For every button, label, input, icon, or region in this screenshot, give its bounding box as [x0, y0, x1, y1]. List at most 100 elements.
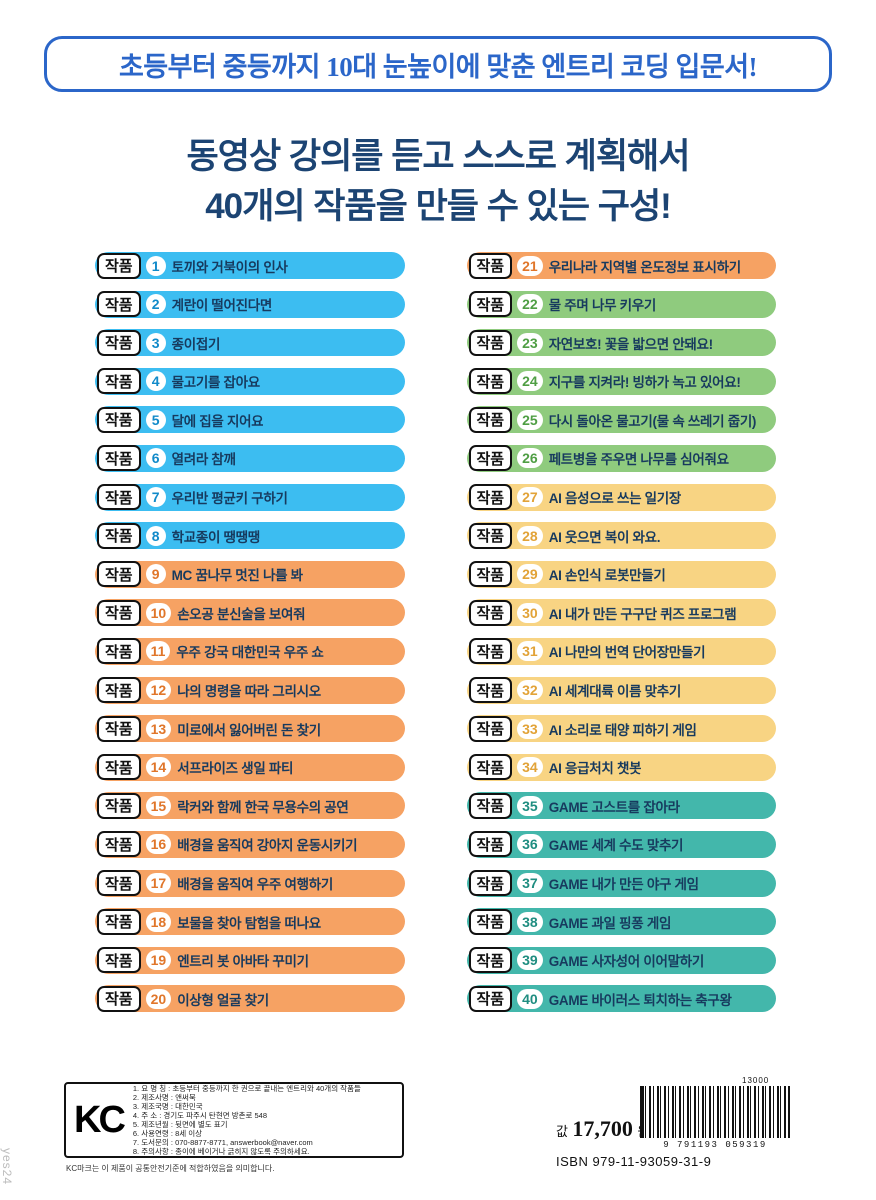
- work-number-badge: 36: [517, 834, 543, 855]
- work-item: 작품 33 AI 소리로 태양 피하기 게임: [466, 715, 776, 743]
- work-title: 락커와 함께 한국 무용수의 공연: [177, 799, 349, 815]
- kc-line: 3. 제조국명 : 대한민국: [132, 1102, 203, 1111]
- work-label: 작품: [97, 677, 141, 704]
- work-number-badge: 39: [517, 950, 543, 971]
- kc-line: 4. 주 소 : 경기도 파주시 탄현면 방촌로 548: [132, 1111, 268, 1120]
- work-item: 작품 4 물고기를 잡아요: [95, 367, 405, 395]
- work-label: 작품: [468, 445, 513, 472]
- work-label: 작품: [97, 522, 141, 549]
- work-title: GAME 바이러스 퇴치하는 축구왕: [548, 992, 732, 1008]
- headline-line2: 40개의 작품을 만들 수 있는 구성!: [205, 187, 672, 226]
- work-label: 작품: [468, 831, 513, 858]
- work-label: 작품: [468, 985, 513, 1012]
- work-title: 다시 돌아온 물고기(물 속 쓰레기 줍기): [548, 413, 757, 429]
- work-item: 작품 12 나의 명령을 따라 그리시오: [95, 676, 405, 704]
- work-label: 작품: [97, 484, 141, 511]
- work-title: 미로에서 잃어버린 돈 찾기: [177, 722, 321, 738]
- work-label: 작품: [468, 368, 513, 395]
- work-title: GAME 세계 수도 맞추기: [548, 838, 684, 854]
- top-banner-text: 초등부터 중등까지 10대 눈높이에 맞춘 엔트리 코딩 입문서!: [118, 51, 758, 82]
- work-item: 작품 26 페트병을 주우면 나무를 심어줘요: [466, 444, 776, 472]
- work-number-badge: 18: [145, 911, 172, 932]
- work-number-badge: 5: [145, 409, 166, 430]
- work-item: 작품 28 AI 웃으면 복이 와요.: [466, 522, 776, 550]
- work-item: 작품 30 AI 내가 만든 구구단 퀴즈 프로그램: [466, 599, 776, 627]
- work-label: 작품: [468, 561, 513, 588]
- work-number-badge: 2: [145, 294, 166, 315]
- work-number-badge: 25: [517, 409, 543, 430]
- work-label: 작품: [97, 638, 141, 665]
- work-item: 작품 22 물 주며 나무 키우기: [466, 290, 776, 318]
- work-item: 작품 6 열려라 참깨: [95, 444, 405, 472]
- work-number-badge: 6: [145, 448, 166, 469]
- work-title: 페트병을 주우면 나무를 심어줘요: [548, 452, 729, 468]
- work-label: 작품: [468, 406, 513, 433]
- work-item: 작품 36 GAME 세계 수도 맞추기: [466, 830, 776, 858]
- work-label: 작품: [97, 445, 141, 472]
- work-number-badge: 38: [517, 911, 543, 932]
- work-item: 작품 20 이상형 얼굴 찾기: [95, 985, 405, 1013]
- work-item: 작품 37 GAME 내가 만든 야구 게임: [466, 869, 776, 897]
- work-label: 작품: [468, 599, 513, 626]
- work-title: 나의 명령을 따라 그리시오: [177, 684, 321, 700]
- work-title: 지구를 지켜라! 빙하가 녹고 있어요!: [548, 375, 741, 391]
- work-number-badge: 28: [517, 525, 543, 546]
- work-label: 작품: [468, 870, 513, 896]
- work-label: 작품: [468, 484, 513, 511]
- work-title: 배경을 움직여 강아지 운동시키기: [177, 838, 358, 854]
- work-number-badge: 34: [517, 757, 543, 778]
- work-item: 작품 9 MC 꿈나무 멋진 나를 봐: [95, 560, 405, 588]
- price: 값 17,700 원: [556, 1116, 649, 1142]
- work-title: AI 나만의 번역 단어장만들기: [548, 645, 706, 661]
- work-label: 작품: [97, 561, 141, 588]
- kc-line: 8. 주의사항 : 종이에 베이거나 긁히지 않도록 주의하세요.: [132, 1147, 310, 1156]
- work-title: 종이접기: [171, 336, 221, 352]
- work-number-badge: 10: [145, 602, 172, 623]
- work-item: 작품 3 종이접기: [95, 329, 405, 357]
- work-item: 작품 25 다시 돌아온 물고기(물 속 쓰레기 줍기): [466, 406, 776, 434]
- work-label: 작품: [97, 985, 141, 1012]
- work-label: 작품: [97, 368, 141, 395]
- work-title: GAME 사자성어 이어말하기: [548, 954, 704, 970]
- work-label: 작품: [97, 715, 141, 742]
- work-number-badge: 12: [145, 680, 172, 701]
- work-number-badge: 40: [517, 988, 543, 1009]
- work-title: AI 음성으로 쓰는 일기장: [548, 491, 682, 507]
- work-item: 작품 2 계란이 떨어진다면: [95, 290, 405, 318]
- work-item: 작품 31 AI 나만의 번역 단어장만들기: [466, 637, 776, 665]
- work-number-badge: 21: [517, 255, 543, 276]
- work-number-badge: 32: [517, 680, 543, 701]
- work-label: 작품: [468, 291, 513, 318]
- work-label: 작품: [97, 329, 141, 356]
- work-title: AI 손인식 로봇만들기: [548, 568, 666, 584]
- work-label: 작품: [468, 792, 513, 819]
- kc-line: 5. 제조년월 : 뒷면에 별도 표기: [132, 1120, 228, 1129]
- work-label: 작품: [468, 677, 513, 704]
- work-item: 작품 35 GAME 고스트를 잡아라: [466, 792, 776, 820]
- work-title: 서프라이즈 생일 파티: [177, 761, 294, 777]
- barcode-digits: 9 791193 059319: [663, 1140, 767, 1150]
- work-item: 작품 13 미로에서 잃어버린 돈 찾기: [95, 715, 405, 743]
- work-number-badge: 4: [145, 371, 166, 392]
- work-item: 작품 38 GAME 과일 핑퐁 게임: [466, 908, 776, 936]
- work-item: 작품 14 서프라이즈 생일 파티: [95, 753, 405, 781]
- work-number-badge: 19: [145, 950, 172, 971]
- works-column-right: 작품 21 우리나라 지역별 온도정보 표시하기 작품 22 물 주며 나무 키…: [466, 252, 776, 1013]
- work-number-badge: 33: [517, 718, 543, 739]
- work-label: 작품: [97, 870, 141, 896]
- work-item: 작품 19 엔트리 봇 아바타 꾸미기: [95, 946, 405, 974]
- work-item: 작품 34 AI 응급처치 챗봇: [466, 753, 776, 781]
- work-title: 배경을 움직여 우주 여행하기: [177, 877, 333, 892]
- work-title: GAME 고스트를 잡아라: [548, 799, 680, 815]
- work-number-badge: 16: [145, 834, 172, 855]
- work-title: AI 내가 만든 구구단 퀴즈 프로그램: [548, 606, 737, 622]
- top-banner: 초등부터 중등까지 10대 눈높이에 맞춘 엔트리 코딩 입문서!: [44, 36, 832, 92]
- work-title: GAME 과일 핑퐁 게임: [548, 915, 672, 931]
- yes24-watermark: yes24: [0, 1148, 14, 1186]
- work-title: 달에 집을 지어요: [171, 413, 264, 429]
- work-title: AI 웃으면 복이 와요.: [548, 529, 661, 545]
- work-label: 작품: [97, 599, 141, 626]
- work-label: 작품: [468, 715, 513, 742]
- kc-certification-box: KC 1. 요 명 칭 : 초등부터 중등까지 한 권으로 끝내는 엔트리와 4…: [64, 1082, 404, 1158]
- work-number-badge: 1: [145, 255, 166, 276]
